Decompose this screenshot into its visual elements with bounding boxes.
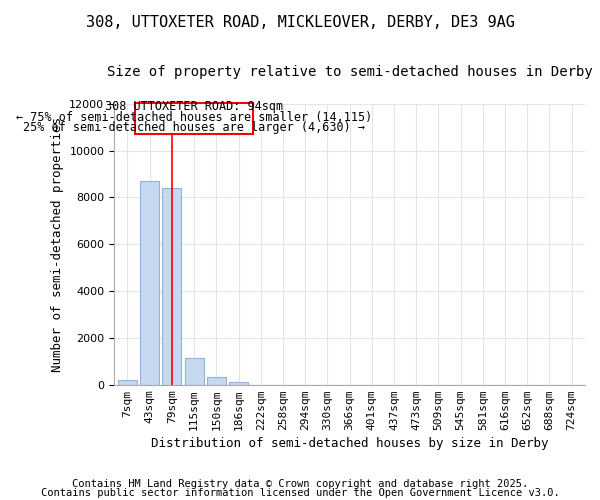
- Text: Contains public sector information licensed under the Open Government Licence v3: Contains public sector information licen…: [41, 488, 559, 498]
- Text: Contains HM Land Registry data © Crown copyright and database right 2025.: Contains HM Land Registry data © Crown c…: [72, 479, 528, 489]
- X-axis label: Distribution of semi-detached houses by size in Derby: Distribution of semi-detached houses by …: [151, 437, 548, 450]
- Bar: [185, 358, 203, 384]
- Bar: [207, 376, 226, 384]
- Text: ← 75% of semi-detached houses are smaller (14,115): ← 75% of semi-detached houses are smalle…: [16, 111, 372, 124]
- Title: Size of property relative to semi-detached houses in Derby: Size of property relative to semi-detach…: [107, 65, 592, 79]
- Y-axis label: Number of semi-detached properties: Number of semi-detached properties: [51, 116, 64, 372]
- Bar: [118, 380, 137, 384]
- Bar: [229, 382, 248, 384]
- Text: 308, UTTOXETER ROAD, MICKLEOVER, DERBY, DE3 9AG: 308, UTTOXETER ROAD, MICKLEOVER, DERBY, …: [86, 15, 514, 30]
- Text: 308 UTTOXETER ROAD: 94sqm: 308 UTTOXETER ROAD: 94sqm: [105, 100, 283, 114]
- Bar: [163, 188, 181, 384]
- Bar: [140, 181, 159, 384]
- FancyBboxPatch shape: [135, 102, 253, 134]
- Text: 25% of semi-detached houses are larger (4,630) →: 25% of semi-detached houses are larger (…: [23, 122, 365, 134]
